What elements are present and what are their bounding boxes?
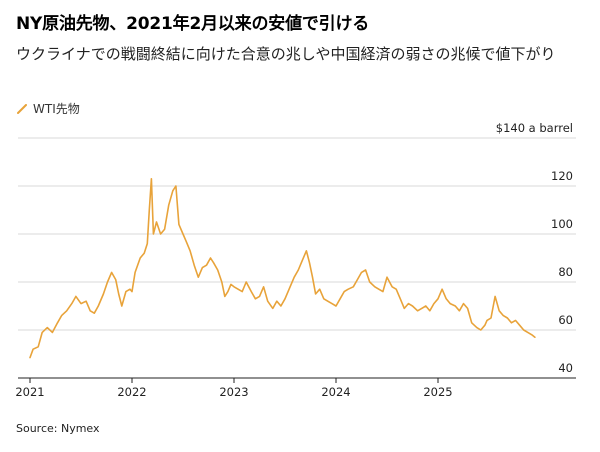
series-line-wti <box>29 178 536 359</box>
x-tick-label-2021: 2021 <box>15 385 44 399</box>
source-note: Source: Nymex <box>16 422 100 435</box>
legend: WTI先物 <box>17 100 80 117</box>
x-tick-label-2023: 2023 <box>219 385 248 399</box>
chart-subtitle: ウクライナでの戦闘終結に向けた合意の兆しや中国経済の弱さの兆候で値下がり <box>16 45 556 63</box>
legend-label: WTI先物 <box>33 102 80 116</box>
chart-title: NY原油先物、2021年2月以来の安値で引ける <box>16 14 370 34</box>
gridlines <box>18 137 576 331</box>
x-tick-label-2024: 2024 <box>321 385 350 399</box>
y-tick-label-80: 80 <box>558 265 573 279</box>
x-tick-label-2022: 2022 <box>117 385 146 399</box>
x-axis: 2021 2022 2023 2024 2025 <box>15 377 576 399</box>
y-tick-label-40: 40 <box>558 361 573 375</box>
y-tick-label-100: 100 <box>551 217 573 231</box>
y-tick-label-140: $140 a barrel <box>496 121 573 135</box>
series-lines <box>29 178 536 359</box>
y-tick-label-60: 60 <box>558 313 573 327</box>
legend-line-icon <box>17 103 27 114</box>
y-tick-label-120: 120 <box>551 169 573 183</box>
y-axis-labels: 40 60 80 100 120 $140 a barrel <box>496 121 573 375</box>
x-tick-label-2025: 2025 <box>423 385 452 399</box>
